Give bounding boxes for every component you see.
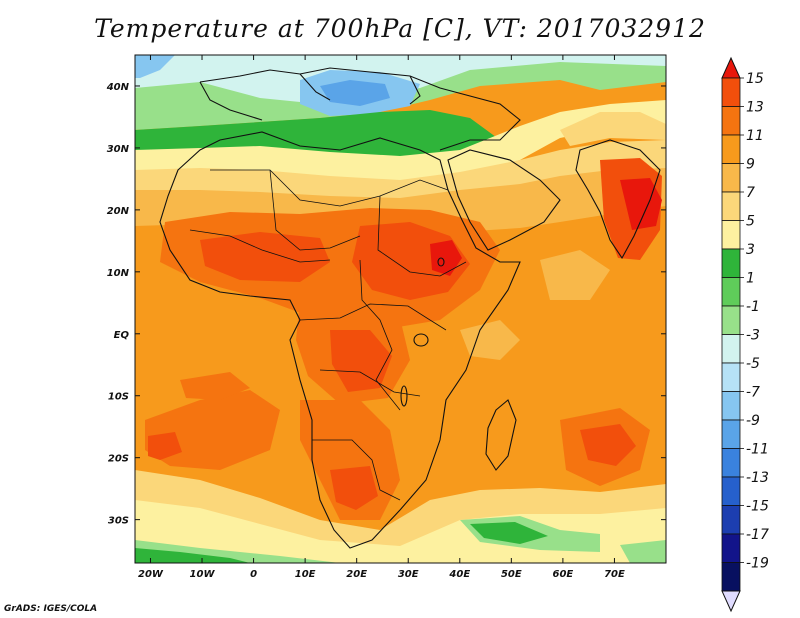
axis-ticks (135, 55, 666, 563)
colorbar-segment (721, 191, 741, 221)
lat-tick-label: EQ (114, 330, 130, 341)
lon-tick-label: 40E (448, 569, 470, 580)
colorbar-segment (721, 419, 741, 449)
lon-tick-label: 20E (346, 569, 367, 580)
colorbar-segment (721, 533, 741, 563)
colorbar-segment (721, 77, 741, 107)
lon-tick-label: 10E (295, 569, 316, 580)
colorbar-label: -11 (746, 442, 769, 458)
colorbar-segment (721, 220, 741, 250)
colorbar-label: 3 (746, 242, 755, 258)
map-frame (134, 54, 667, 564)
lon-tick-label: 10W (190, 569, 216, 580)
colorbar-segment (721, 476, 741, 506)
temperature-field (135, 55, 666, 563)
grads-credit: GrADS: IGES/COLA (4, 604, 98, 614)
colorbar-segment (721, 334, 741, 364)
lon-tick-label: 60E (553, 569, 574, 580)
colorbar-segment (721, 163, 741, 193)
colorbar-label: 9 (746, 157, 755, 173)
colorbar-label: -9 (746, 413, 760, 429)
colorbar-segment (721, 505, 741, 535)
colorbar-segment (721, 391, 741, 421)
colorbar-top-arrow (721, 56, 741, 79)
colorbar-label: 5 (746, 214, 755, 230)
coastlines (159, 67, 661, 549)
colorbar-label: -7 (746, 385, 760, 401)
colorbar-segment (721, 134, 741, 164)
colorbar-label: -5 (746, 356, 760, 372)
colorbar-segment (721, 106, 741, 136)
colorbar-label: -1 (746, 299, 760, 315)
lon-tick-label: 30E (398, 569, 419, 580)
colorbar-label: -13 (746, 470, 769, 486)
colorbar-segment (721, 305, 741, 335)
colorbar-segment (721, 277, 741, 307)
lon-tick-label: 20W (138, 569, 164, 580)
lat-tick-label: 20N (107, 206, 130, 217)
colorbar-segment (721, 248, 741, 278)
lon-tick-label: 0 (250, 569, 257, 580)
colorbar-labels: 15 13 11 9 7 5 3 1 -1 -3 -5 -7 -9 -11 -13 -15 -17 -19 (746, 71, 769, 572)
lon-tick-label: 70E (604, 569, 625, 580)
colorbar-label: 13 (746, 100, 764, 116)
lat-tick-label: 10S (108, 392, 129, 403)
colorbar-bottom-arrow (721, 590, 741, 613)
lat-tick-label: 40N (106, 82, 130, 93)
lat-tick-label: 30N (107, 144, 130, 155)
lat-tick-label: 10N (107, 268, 130, 279)
colorbar-label: 7 (746, 185, 755, 201)
colorbar-label: -17 (746, 527, 769, 543)
colorbar-label: 1 (746, 271, 755, 287)
latitude-labels: 40N 30N 20N 10N EQ 10S 20S 30S (106, 82, 130, 527)
colorbar-segment (721, 562, 741, 592)
lon-tick-label: 50E (501, 569, 522, 580)
lat-tick-label: 30S (108, 516, 129, 527)
colorbar-label: 11 (746, 128, 764, 144)
chart-title: Temperature at 700hPa [C], VT: 201703291… (94, 14, 706, 43)
colorbar (721, 56, 744, 613)
colorbar-label: 15 (746, 71, 764, 87)
colorbar-label: -3 (746, 328, 760, 344)
colorbar-segment (721, 448, 741, 478)
colorbar-label: -19 (746, 556, 769, 572)
longitude-labels: 20W 10W 0 10E 20E 30E 40E 50E 60E 70E (138, 569, 625, 580)
lat-tick-label: 20S (108, 454, 129, 465)
colorbar-label: -15 (746, 499, 769, 515)
colorbar-segment (721, 362, 741, 392)
